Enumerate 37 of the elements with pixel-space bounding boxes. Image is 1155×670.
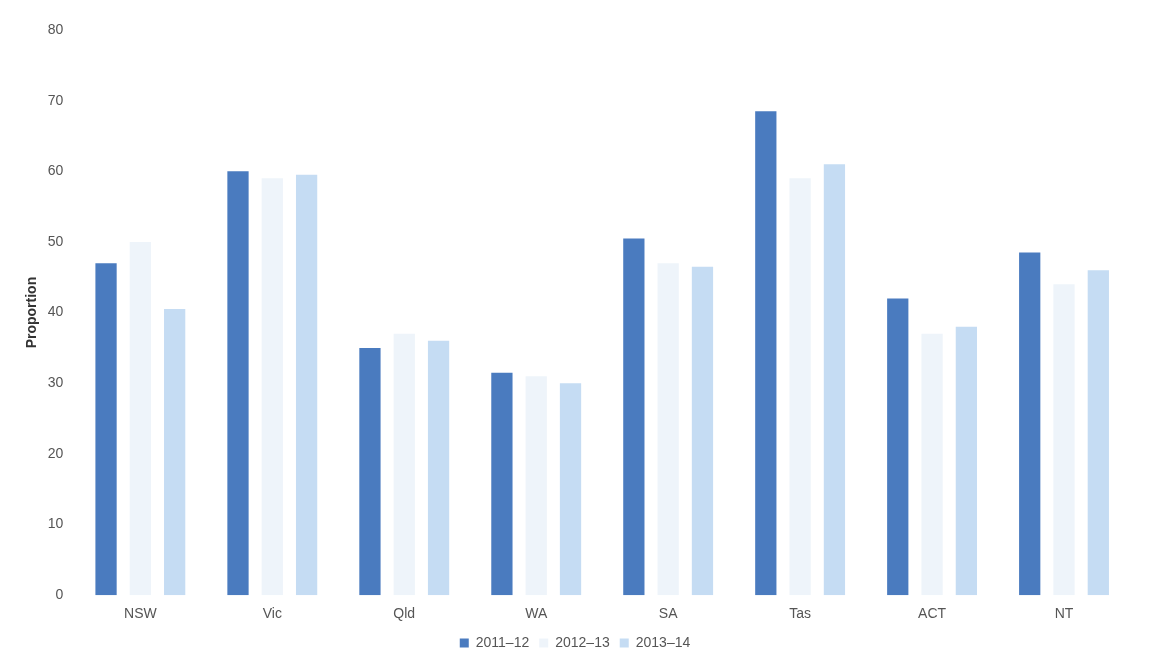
y-tick-label: 30 [47,374,64,391]
bar [559,383,582,596]
bar [1019,252,1041,596]
bar [955,326,978,596]
x-tick-label: Qld [393,605,416,622]
x-tick-label: Vic [262,605,282,622]
bar [295,174,318,596]
legend-label: 2012–13 [555,633,610,650]
bar [227,171,249,596]
y-tick-label: 20 [47,444,64,461]
bar [164,309,186,596]
y-tick-label: 70 [47,91,64,108]
bar [887,298,909,596]
y-tick-label: 60 [47,162,64,179]
y-tick-label: 0 [55,586,64,603]
x-tick-label: NT [1054,605,1074,622]
y-tick-label: 10 [47,515,64,532]
bar [1087,270,1109,596]
y-tick-label: 40 [47,303,64,320]
y-tick-label: 50 [47,232,64,249]
y-tick-label: 80 [47,20,64,37]
bar [755,111,777,596]
y-axis-title: Proportion [23,276,40,349]
x-tick-label: Tas [789,605,812,622]
bar [427,340,450,596]
x-tick-label: ACT [918,605,947,622]
x-tick-label: NSW [124,605,158,622]
bar [359,347,381,596]
bar [95,263,117,596]
x-tick-label: WA [525,605,548,622]
bar [491,372,513,596]
legend-label: 2013–14 [635,633,691,650]
bar [623,238,645,596]
x-tick-label: SA [658,605,679,622]
legend-label: 2011–12 [475,633,530,650]
bar [823,164,846,596]
bar [691,266,714,596]
